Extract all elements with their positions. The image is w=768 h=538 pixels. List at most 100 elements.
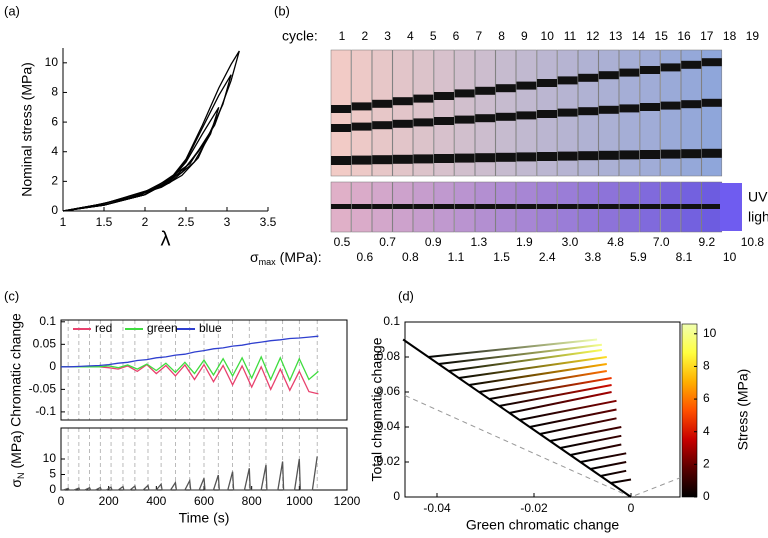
specimen-band <box>434 204 454 209</box>
specimen-band <box>331 156 351 165</box>
specimen-band <box>640 66 660 74</box>
stress-path <box>519 399 617 421</box>
cycle-number: 13 <box>609 29 623 43</box>
specimen-band <box>351 122 372 131</box>
panel-label: (a) <box>4 3 20 18</box>
sigma-max-label: 3.8 <box>584 250 601 264</box>
cycle-number: 15 <box>655 29 669 43</box>
x-tick-label: 3.5 <box>260 215 277 229</box>
cycle-number: 11 <box>564 29 577 43</box>
specimen-band <box>598 71 619 80</box>
specimen-band <box>598 105 619 114</box>
label-subscript: N <box>16 472 26 479</box>
specimen-band <box>372 204 393 209</box>
specimen-band <box>475 153 496 163</box>
x-axis-label: Green chromatic change <box>466 517 620 533</box>
data-line <box>62 139 208 212</box>
y-axis-label: Chromatic change <box>8 313 24 427</box>
specimen-band <box>351 204 372 209</box>
y-tick-label: 0 <box>393 489 400 503</box>
specimen-photo <box>474 49 496 177</box>
reference-line <box>404 395 681 498</box>
colorbar-label: Stress (MPa) <box>735 369 751 451</box>
specimen-band <box>537 204 557 209</box>
specimen-band <box>372 99 393 108</box>
specimen-band <box>475 86 496 95</box>
cycle-number: 8 <box>498 29 505 43</box>
specimen-band <box>516 81 537 90</box>
stress-path <box>438 343 603 365</box>
cycle-number: 18 <box>723 29 737 43</box>
specimen-band <box>392 154 413 164</box>
data-line <box>61 335 319 368</box>
specimen-photo <box>454 49 475 177</box>
specimen-band <box>557 108 578 117</box>
legend-label: red <box>95 321 112 335</box>
specimen-band <box>351 102 372 111</box>
sigma-max-label: 7.0 <box>653 235 670 249</box>
panel-label: (c) <box>4 288 19 303</box>
cycle-number: 16 <box>677 29 691 43</box>
specimen-band <box>701 148 722 158</box>
specimen-photo <box>371 49 393 177</box>
specimen-band <box>331 105 351 113</box>
sigma-max-label: 9.2 <box>698 235 715 249</box>
stress-path <box>448 349 603 372</box>
plot-frame <box>60 319 348 421</box>
specimen-band <box>598 204 619 209</box>
specimen-photo <box>639 49 661 177</box>
specimen-photo <box>413 49 434 177</box>
specimen-band <box>392 204 413 209</box>
y-tick-label: 0 <box>49 482 56 496</box>
stress-path <box>468 363 607 386</box>
cycle-number: 4 <box>407 29 414 43</box>
specimen-band <box>475 204 496 209</box>
specimen-band <box>660 204 681 209</box>
y-tick-label: -0.1 <box>35 404 56 418</box>
stress-path <box>539 417 617 435</box>
specimen-band <box>681 100 702 109</box>
x-tick-label: 3 <box>224 215 231 229</box>
sigma-max-label: 5.9 <box>630 250 647 264</box>
sigma-max-label: 0.8 <box>402 250 419 264</box>
specimen-band <box>331 204 351 209</box>
x-tick-label: 0 <box>58 494 65 508</box>
specimen-band <box>516 204 537 209</box>
specimen-band <box>413 204 434 209</box>
x-tick-label: 400 <box>146 494 166 508</box>
x-tick-label: 1000 <box>286 494 313 508</box>
specimen-band <box>413 118 434 127</box>
stress-path <box>479 370 607 393</box>
specimen-photo <box>351 49 372 177</box>
stress-path <box>529 408 617 428</box>
cycle-number: 9 <box>521 29 528 43</box>
data-line <box>61 456 318 491</box>
specimen-band <box>619 150 640 160</box>
colorbar-tick-label: 2 <box>703 457 710 471</box>
specimen-band <box>660 63 681 72</box>
plot-frame <box>404 321 681 498</box>
cycle-number: 6 <box>453 29 460 43</box>
cycle-number: 14 <box>632 29 646 43</box>
x-tick-label: 1.5 <box>96 215 113 229</box>
stress-path <box>580 452 627 463</box>
sigma-max-label: 8.1 <box>676 250 693 264</box>
specimen-band <box>331 124 351 132</box>
specimen-band <box>681 60 702 69</box>
label-unit: (MPa) <box>8 430 24 468</box>
uv-label: UV <box>748 189 768 205</box>
specimen-band <box>578 107 599 116</box>
stress-path <box>509 391 612 414</box>
sigma-max-label: 0.6 <box>356 250 373 264</box>
specimen-band <box>392 119 413 128</box>
specimen-band <box>619 68 640 77</box>
specimen-band <box>660 149 681 159</box>
cycle-number: 19 <box>746 29 760 43</box>
specimen-band <box>495 112 516 121</box>
specimen-photo <box>392 49 414 177</box>
x-tick-label: 2.5 <box>178 215 195 229</box>
label-symbol: σ <box>8 479 24 488</box>
specimen-band <box>619 104 640 113</box>
specimen-band <box>640 150 660 159</box>
specimen-band <box>392 97 413 106</box>
